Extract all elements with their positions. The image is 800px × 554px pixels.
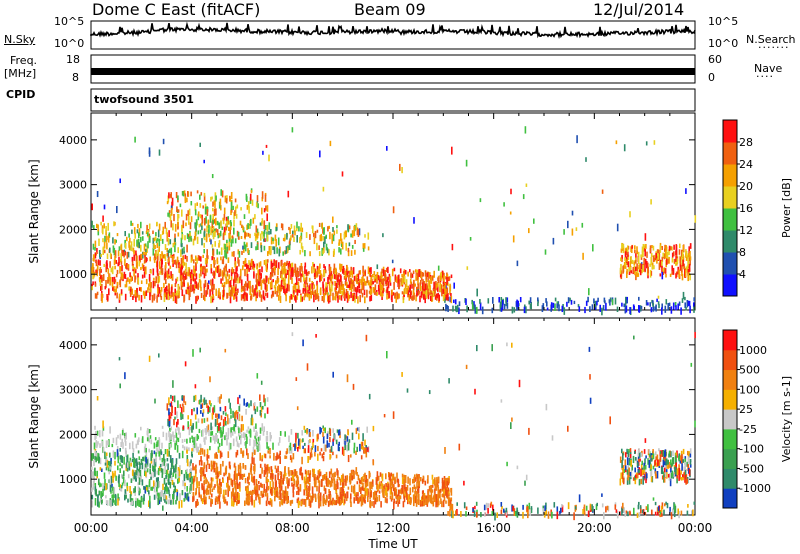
power-colorbar-label: 8 (739, 246, 746, 259)
power-colorbar-label: 24 (739, 158, 753, 171)
xtick-label: 20:00 (577, 521, 612, 535)
nave-label: Nave (754, 62, 783, 75)
nsky-trace (90, 21, 696, 40)
power-colorbar-title: Power [dB] (780, 178, 793, 238)
power-ytick-label: 1000 (59, 268, 87, 281)
power-colorbar-swatch (723, 186, 737, 209)
velocity-colorbar-swatch (723, 389, 737, 410)
power-ytick-label: 2000 (59, 223, 87, 236)
nsky-tick-top: 10^5 (54, 15, 85, 28)
cpid-panel-frame (90, 88, 696, 112)
nsearch-tick-bottom: 10^0 (708, 37, 739, 50)
cpid-value: twofsound 3501 (94, 93, 194, 106)
velocity-ytick-label: 2000 (59, 428, 87, 441)
power-colorbar-label: 16 (739, 202, 753, 215)
power-colorbar-swatch (723, 274, 737, 297)
power-panel: 1000 2000 3000 4000 Slant Range [km] (27, 112, 697, 316)
power-echo-cells (91, 126, 697, 316)
velocity-ytick-label: 3000 (59, 384, 87, 397)
velocity-colorbar-label: 25 (739, 403, 753, 416)
power-ytick-label: 4000 (59, 134, 87, 147)
velocity-colorbar-swatch (723, 349, 737, 371)
x-axis-label: Time UT (367, 537, 418, 551)
nsearch-label: N.Search (746, 33, 796, 46)
nsearch-dots: ······· (758, 41, 790, 54)
velocity-colorbar-swatch (723, 428, 737, 450)
xtick-label: 04:00 (174, 521, 209, 535)
xtick-label: 00:00 (678, 521, 713, 535)
nsky-tick-bottom: 10^0 (54, 37, 85, 50)
power-colorbar-swatch (723, 230, 737, 253)
nave-dots: ···· (756, 70, 774, 83)
velocity-ylabel: Slant Range [km] (27, 364, 41, 468)
power-colorbar-swatch (723, 208, 737, 231)
power-ylabel: Slant Range [km] (27, 159, 41, 263)
xtick-label: 12:00 (376, 521, 411, 535)
power-colorbar-label: 20 (739, 180, 753, 193)
velocity-colorbar-label: -100 (739, 443, 764, 456)
freq-tick-top: 18 (66, 53, 80, 66)
freq-tick-bottom: 8 (72, 71, 79, 84)
freq-unit: [MHz] (4, 67, 37, 80)
velocity-colorbar-swatch (723, 409, 737, 430)
xtick-label: 16:00 (476, 521, 511, 535)
velocity-colorbar-label: 1000 (739, 344, 767, 357)
velocity-ytick-label: 1000 (59, 473, 87, 486)
velocity-colorbar-swatch (723, 330, 737, 351)
velocity-colorbar-swatch (723, 488, 737, 509)
velocity-panel: 1000 2000 3000 4000 Slant Range [km] (27, 317, 696, 521)
velocity-colorbar-label: -1000 (739, 482, 771, 495)
velocity-colorbar-swatch (723, 468, 737, 489)
freq-label: Freq. (10, 54, 38, 67)
nave-tick-top: 60 (708, 53, 722, 66)
velocity-echo-cells (91, 332, 696, 521)
nave-tick-bottom: 0 (708, 71, 715, 84)
velocity-colorbar-swatch (723, 448, 737, 469)
velocity-colorbar-frame (722, 329, 738, 509)
xtick-label: 08:00 (275, 521, 310, 535)
velocity-colorbar-title: Velocity [m s-1] (780, 376, 793, 462)
freq-trace (91, 68, 695, 75)
power-colorbar-label: 28 (739, 136, 753, 149)
nsearch-tick-top: 10^5 (708, 15, 739, 28)
velocity-colorbar-label: -500 (739, 462, 764, 475)
date-title: 12/Jul/2014 (593, 0, 685, 19)
power-colorbar-label: 12 (739, 224, 753, 237)
power-colorbar-swatch (723, 142, 737, 165)
velocity-colorbar-label: -25 (739, 423, 757, 436)
velocity-colorbar-label: 100 (739, 383, 760, 396)
power-colorbar-label: 4 (739, 268, 746, 281)
power-ytick-label: 3000 (59, 179, 87, 192)
xtick-label: 00:00 (74, 521, 109, 535)
velocity-colorbar-swatch (723, 369, 737, 390)
power-colorbar-swatch (723, 164, 737, 187)
velocity-colorbar-label: 500 (739, 364, 760, 377)
power-colorbar-swatch (723, 252, 737, 275)
cpid-label: CPID (6, 88, 36, 101)
beam-title: Beam 09 (354, 0, 426, 19)
nsky-label: N.Sky (4, 33, 36, 46)
velocity-ytick-label: 4000 (59, 339, 87, 352)
power-colorbar-swatch (723, 120, 737, 143)
station-title: Dome C East (fitACF) (92, 0, 261, 19)
